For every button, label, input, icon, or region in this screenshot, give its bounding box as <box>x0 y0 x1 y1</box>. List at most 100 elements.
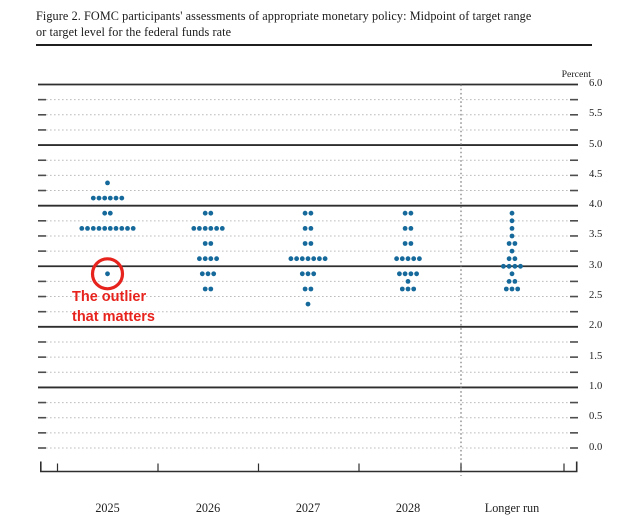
policy-dot-2025-3.625 <box>96 226 102 231</box>
policy-dot-2025-3.625 <box>125 226 130 231</box>
y-tick-label-2.5: 2.5 <box>589 290 603 302</box>
policy-dot-Longer-run-2.625 <box>515 286 521 292</box>
x-category-label-2027: 2027 <box>295 501 321 515</box>
policy-dot-2028-3.875 <box>402 210 408 216</box>
policy-dot-2027-3.625 <box>308 226 314 231</box>
policy-dot-2026-3.625 <box>208 226 214 231</box>
x-category-label-2025: 2025 <box>95 501 120 515</box>
policy-dot-2028-2.75 <box>405 279 411 284</box>
x-category-label-2028: 2028 <box>395 501 421 515</box>
outlier-annotation-line2: that matters <box>72 309 155 325</box>
policy-dot-2026-2.875 <box>199 271 205 277</box>
y-tick-label-3.5: 3.5 <box>589 229 603 241</box>
policy-dot-2026-3.125 <box>202 256 208 262</box>
policy-dot-2025-4.125 <box>113 195 119 201</box>
y-tick-label-1.5: 1.5 <box>589 350 603 362</box>
policy-dot-2027-3.375 <box>302 241 308 246</box>
policy-dot-2026-3.625 <box>202 226 208 231</box>
policy-dot-2027-3.375 <box>308 241 314 246</box>
policy-dot-2026-3.375 <box>202 241 208 246</box>
policy-dot-2027-2.375 <box>305 301 311 307</box>
policy-dot-2025-3.625 <box>119 226 125 231</box>
policy-dot-2028-2.625 <box>399 286 405 292</box>
policy-dot-Longer-run-3 <box>506 263 512 269</box>
policy-dot-2027-2.875 <box>299 271 305 277</box>
policy-dot-2028-3.625 <box>408 226 414 231</box>
policy-dot-2025-3.625 <box>107 226 113 231</box>
policy-dot-Longer-run-2.875 <box>509 271 515 277</box>
policy-dot-2027-3.875 <box>308 210 314 216</box>
policy-dot-Longer-run-3.375 <box>512 241 518 246</box>
policy-dot-2025-3.625 <box>90 226 96 231</box>
policy-dot-2027-3.125 <box>305 256 311 262</box>
policy-dot-2026-2.875 <box>205 271 211 277</box>
policy-dot-2028-3.875 <box>408 210 414 216</box>
policy-dot-2027-3.875 <box>302 210 308 216</box>
y-tick-label-4.5: 4.5 <box>589 168 603 180</box>
policy-dot-2028-2.875 <box>414 271 419 277</box>
policy-dot-2026-3.125 <box>208 256 214 262</box>
policy-dot-2027-3.125 <box>311 256 317 262</box>
policy-dot-2028-2.875 <box>402 271 408 277</box>
policy-dot-2027-3.125 <box>294 256 299 262</box>
policy-dot-2025-4.125 <box>102 195 108 201</box>
policy-dot-2027-3.625 <box>302 226 308 231</box>
y-tick-label-1.0: 1.0 <box>589 380 603 392</box>
policy-dot-Longer-run-3 <box>501 263 506 269</box>
y-tick-label-3.0: 3.0 <box>589 259 603 271</box>
outlier-circle <box>90 257 125 291</box>
policy-dot-Longer-run-3 <box>518 263 523 269</box>
policy-dot-2027-2.625 <box>308 286 314 292</box>
policy-dot-Longer-run-3.375 <box>506 241 512 246</box>
policy-dot-2026-3.375 <box>208 241 214 246</box>
policy-dot-2028-2.875 <box>408 271 414 277</box>
policy-dot-2027-2.625 <box>302 286 308 292</box>
y-tick-label-6.0: 6.0 <box>589 78 603 89</box>
policy-dot-Longer-run-3.875 <box>509 210 515 216</box>
policy-dot-2026-3.625 <box>219 226 225 231</box>
policy-dot-Longer-run-2.75 <box>506 279 512 284</box>
y-tick-label-5.0: 5.0 <box>589 138 603 150</box>
policy-dot-2027-3.125 <box>288 256 294 262</box>
x-category-label-Longer-run: Longer run <box>484 501 540 515</box>
policy-dot-Longer-run-2.75 <box>512 279 518 284</box>
policy-dot-2027-3.125 <box>317 256 322 262</box>
policy-dot-2028-2.875 <box>397 271 402 277</box>
policy-dot-2026-3.625 <box>191 226 197 231</box>
policy-dot-Longer-run-2.625 <box>509 286 515 292</box>
outlier-annotation-text: The outlier that matters <box>72 287 155 327</box>
x-category-label-2026: 2026 <box>195 501 221 515</box>
policy-dot-2025-3.625 <box>102 226 108 231</box>
y-tick-label-2.0: 2.0 <box>589 320 603 332</box>
policy-dot-2025-4.125 <box>119 195 125 201</box>
policy-dot-2027-2.875 <box>311 271 317 277</box>
policy-dot-Longer-run-3.5 <box>509 233 515 239</box>
policy-dot-2025-3.875 <box>102 210 108 216</box>
y-tick-label-0.0: 0.0 <box>589 441 603 453</box>
y-tick-label-5.5: 5.5 <box>589 108 603 120</box>
policy-dot-2026-2.625 <box>208 286 214 292</box>
policy-dot-2028-3.375 <box>402 241 408 246</box>
y-axis-unit-label: Percent <box>561 69 591 80</box>
policy-dot-2026-2.625 <box>202 286 208 292</box>
policy-dot-2028-3.125 <box>417 256 422 262</box>
policy-dot-2026-3.125 <box>214 256 220 262</box>
policy-dot-2028-3.125 <box>394 256 399 262</box>
policy-dot-2027-2.875 <box>305 271 311 277</box>
policy-dot-2025-4.125 <box>96 195 102 201</box>
policy-dot-2026-3.625 <box>197 226 202 231</box>
policy-dot-Longer-run-3.125 <box>506 256 512 262</box>
policy-dot-2027-3.125 <box>322 256 328 262</box>
policy-dot-2027-3.125 <box>299 256 305 262</box>
policy-dot-2028-3.375 <box>408 241 414 246</box>
policy-dot-Longer-run-2.625 <box>503 286 509 292</box>
policy-dot-2028-3.625 <box>402 226 408 231</box>
title-rule <box>36 44 592 46</box>
figure-title-line1: Figure 2. FOMC participants' assessments… <box>36 9 532 23</box>
policy-dot-2028-3.125 <box>411 256 417 262</box>
policy-dot-2025-2.875 <box>105 271 110 277</box>
policy-dot-2026-3.875 <box>208 210 214 216</box>
policy-dot-2025-4.375 <box>105 180 110 186</box>
policy-dot-2025-4.125 <box>107 195 113 201</box>
